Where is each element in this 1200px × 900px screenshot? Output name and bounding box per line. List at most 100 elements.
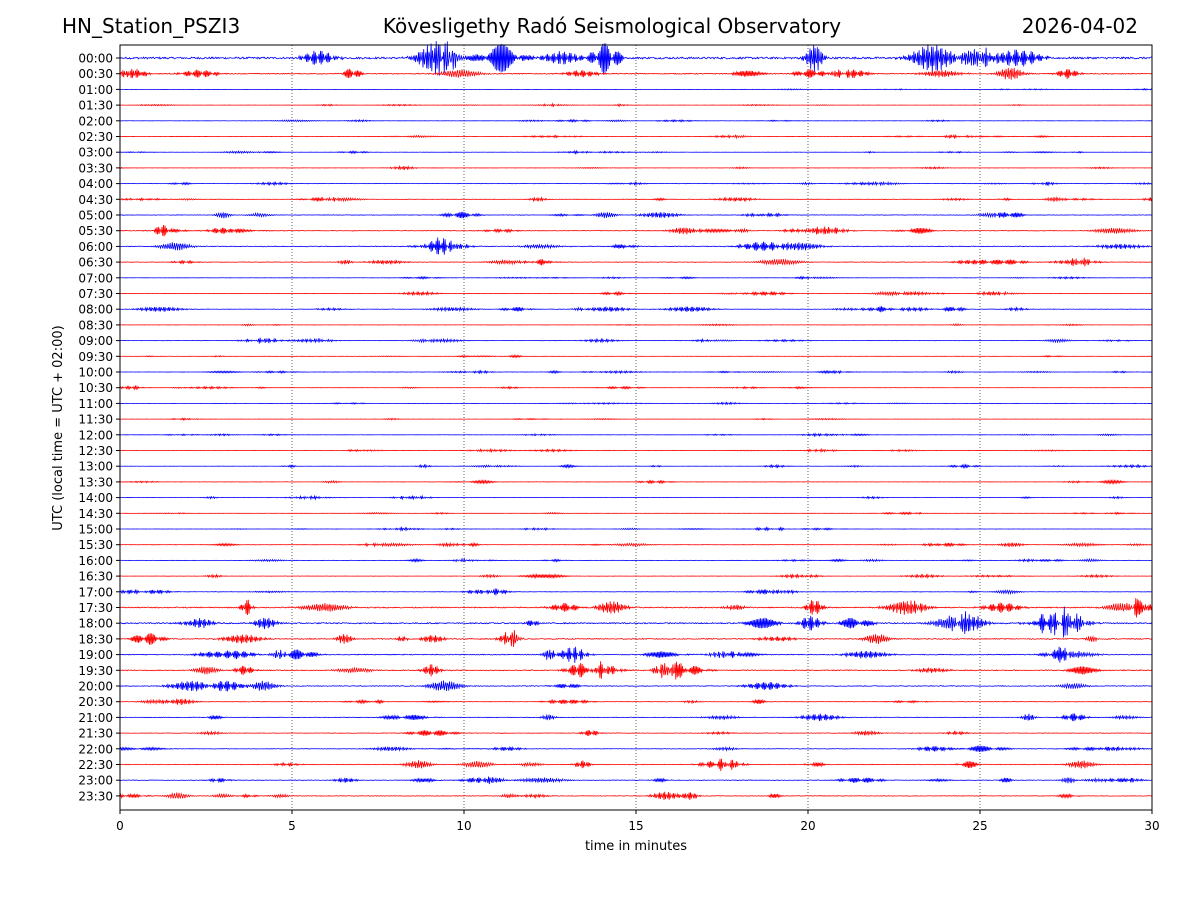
trace-1830 <box>119 630 1153 647</box>
trace-2300 <box>119 776 1153 785</box>
trace-0630 <box>119 257 1153 267</box>
y-tick-label: 11:30 <box>78 413 113 427</box>
trace-0100 <box>119 87 1153 91</box>
x-tick-label: 15 <box>628 819 643 833</box>
grid-lines <box>291 45 981 810</box>
y-tick-label: 23:30 <box>78 789 113 803</box>
y-tick-label: 19:00 <box>78 648 113 662</box>
x-tick-label: 10 <box>456 819 471 833</box>
trace-group <box>119 41 1153 801</box>
trace-2030 <box>119 698 1152 706</box>
y-tick-label: 08:00 <box>78 303 113 317</box>
trace-1530 <box>119 541 1153 548</box>
y-tick-label: 16:00 <box>78 554 113 568</box>
x-axis: 0 5 10 15 20 25 30 <box>116 810 1160 833</box>
trace-2100 <box>119 713 1153 722</box>
trace-0000 <box>119 41 1153 76</box>
y-tick-label: 15:00 <box>78 523 113 537</box>
trace-1230 <box>119 447 1153 454</box>
trace-1100 <box>119 401 1153 406</box>
y-tick-label: 15:30 <box>78 538 113 552</box>
y-tick-label: 21:30 <box>78 727 113 741</box>
y-tick-label: 20:30 <box>78 695 113 709</box>
y-tick-label: 08:30 <box>78 318 113 332</box>
y-tick-label: 20:00 <box>78 680 113 694</box>
trace-2230 <box>119 758 1153 772</box>
trace-2130 <box>119 729 1153 737</box>
y-tick-label: 05:30 <box>78 224 113 238</box>
trace-0900 <box>119 337 1153 344</box>
trace-1400 <box>119 494 1153 501</box>
y-tick-label: 04:30 <box>78 193 113 207</box>
trace-0300 <box>119 149 1153 155</box>
y-tick-label: 23:00 <box>78 774 113 788</box>
trace-1900 <box>119 646 1153 663</box>
y-tick-label: 03:30 <box>78 161 113 175</box>
trace-1300 <box>120 463 1153 470</box>
trace-1500 <box>119 526 1152 532</box>
trace-2000 <box>119 680 1153 692</box>
trace-1130 <box>119 417 1153 422</box>
trace-0500 <box>119 211 1153 219</box>
x-tick-label: 30 <box>1144 819 1159 833</box>
trace-2200 <box>119 745 1153 753</box>
trace-0830 <box>119 323 1153 327</box>
y-tick-label: 17:00 <box>78 585 113 599</box>
y-tick-label: 22:00 <box>78 742 113 756</box>
y-axis-label: UTC (local time = UTC + 02:00) <box>51 325 66 530</box>
station-name: HN_Station_PSZI3 <box>62 14 241 38</box>
trace-0230 <box>119 133 1153 140</box>
y-tick-label: 10:00 <box>78 366 113 380</box>
trace-0700 <box>120 275 1153 280</box>
trace-2330 <box>119 791 1153 801</box>
y-tick-label: 10:30 <box>78 381 113 395</box>
chart-title: Kövesligethy Radó Seismological Observat… <box>382 14 842 38</box>
y-tick-label: 16:30 <box>78 570 113 584</box>
date-label: 2026-04-02 <box>1021 14 1138 38</box>
trace-1800 <box>119 606 1153 638</box>
y-tick-label: 02:30 <box>78 130 113 144</box>
trace-0800 <box>119 306 1153 313</box>
trace-0030 <box>119 67 1153 80</box>
trace-0200 <box>119 118 1153 123</box>
trace-1030 <box>119 384 1153 391</box>
y-tick-label: 00:00 <box>78 52 113 66</box>
y-tick-label: 00:30 <box>78 67 113 81</box>
y-tick-label: 11:00 <box>78 397 113 411</box>
trace-1630 <box>119 573 1153 580</box>
x-tick-label: 0 <box>116 819 124 833</box>
trace-0400 <box>119 180 1153 187</box>
y-tick-label: 07:00 <box>78 271 113 285</box>
y-tick-label: 09:00 <box>78 334 113 348</box>
y-tick-label: 02:00 <box>78 114 113 128</box>
trace-1200 <box>119 432 1153 438</box>
y-tick-label: 19:30 <box>78 664 113 678</box>
trace-0130 <box>119 102 1153 108</box>
x-tick-label: 20 <box>800 819 815 833</box>
x-tick-label: 25 <box>972 819 987 833</box>
y-tick-label: 01:30 <box>78 99 113 113</box>
trace-1330 <box>119 479 1153 485</box>
y-tick-label: 18:00 <box>78 617 113 631</box>
y-tick-label: 06:00 <box>78 240 113 254</box>
y-tick-label: 21:00 <box>78 711 113 725</box>
y-tick-label: 05:00 <box>78 209 113 223</box>
y-tick-label: 18:30 <box>78 632 113 646</box>
trace-1430 <box>119 511 1153 516</box>
trace-0600 <box>119 237 1153 255</box>
y-tick-label: 12:30 <box>78 444 113 458</box>
y-tick-label: 04:00 <box>78 177 113 191</box>
trace-0730 <box>119 290 1153 297</box>
y-tick-label: 22:30 <box>78 758 113 772</box>
y-tick-label: 13:00 <box>78 460 113 474</box>
y-tick-label: 13:30 <box>78 475 113 489</box>
x-axis-label: time in minutes <box>585 839 687 854</box>
x-tick-label: 5 <box>288 819 296 833</box>
y-tick-label: 07:30 <box>78 287 113 301</box>
trace-0430 <box>119 196 1153 203</box>
trace-1930 <box>119 661 1153 680</box>
y-tick-label: 09:30 <box>78 350 113 364</box>
y-tick-label: 06:30 <box>78 256 113 270</box>
